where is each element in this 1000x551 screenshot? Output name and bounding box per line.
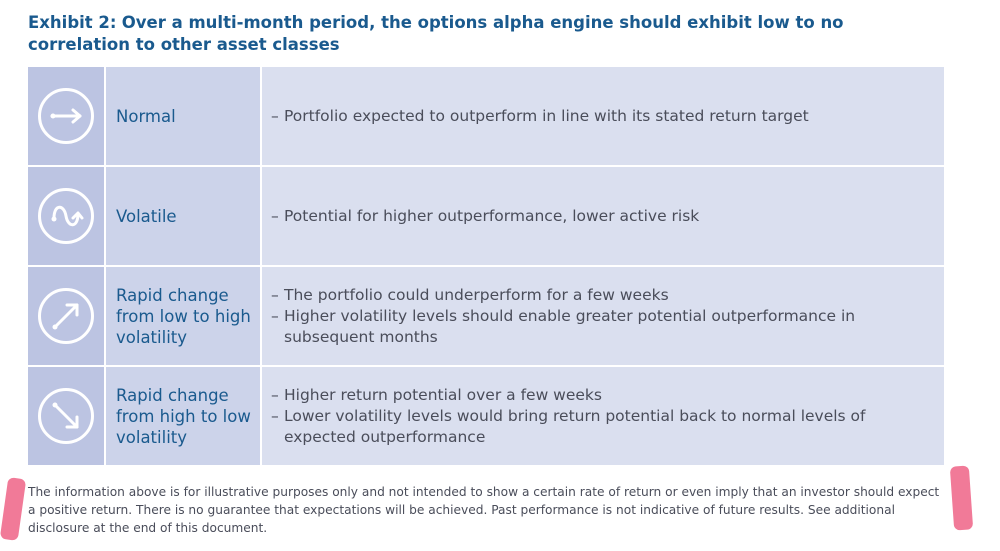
exhibit-title-prefix: Exhibit 2: <box>28 13 117 32</box>
wave-icon <box>38 188 94 244</box>
list-item: – The portfolio could underperform for a… <box>271 285 930 306</box>
arrow-right-icon <box>38 88 94 144</box>
bullet-text: Higher return potential over a few weeks <box>284 385 602 404</box>
bullet-dash: – <box>271 406 279 425</box>
scenario-table: Normal – Portfolio expected to outperfor… <box>28 67 944 467</box>
scenario-label: Normal <box>106 67 260 165</box>
bullet-dash: – <box>271 385 279 404</box>
list-item: – Lower volatility levels would bring re… <box>271 406 930 448</box>
table-row: Rapid change from low to high volatility… <box>28 267 944 365</box>
bullet-text: Higher volatility levels should enable g… <box>284 306 856 346</box>
scenario-label: Rapid change from high to low volatility <box>106 367 260 465</box>
bullet-text: The portfolio could underperform for a f… <box>284 285 669 304</box>
table-row: Volatile – Potential for higher outperfo… <box>28 167 944 265</box>
list-item: – Portfolio expected to outperform in li… <box>271 106 930 127</box>
arrow-down-right-icon <box>38 388 94 444</box>
highlight-mark-left <box>0 477 27 541</box>
icon-cell <box>28 267 104 365</box>
list-item: – Potential for higher outperformance, l… <box>271 206 930 227</box>
scenario-description: – Potential for higher outperformance, l… <box>262 167 944 265</box>
bullet-text: Potential for higher outperformance, low… <box>284 206 700 225</box>
bullet-dash: – <box>271 285 279 304</box>
list-item: – Higher return potential over a few wee… <box>271 385 930 406</box>
disclaimer-footnote: The information above is for illustrativ… <box>28 485 940 535</box>
icon-cell <box>28 67 104 165</box>
table-row: Rapid change from high to low volatility… <box>28 367 944 465</box>
icon-cell <box>28 167 104 265</box>
icon-cell <box>28 367 104 465</box>
scenario-description: – Higher return potential over a few wee… <box>262 367 944 465</box>
arrow-up-right-icon <box>38 288 94 344</box>
exhibit-title-text: Over a multi-month period, the options a… <box>28 13 844 54</box>
exhibit-title: Exhibit 2: Over a multi-month period, th… <box>28 12 928 56</box>
bullet-text: Portfolio expected to outperform in line… <box>284 106 809 125</box>
bullet-dash: – <box>271 206 279 225</box>
table-row: Normal – Portfolio expected to outperfor… <box>28 67 944 165</box>
list-item: – Higher volatility levels should enable… <box>271 306 930 348</box>
scenario-label: Volatile <box>106 167 260 265</box>
bullet-dash: – <box>271 306 279 325</box>
highlight-mark-right <box>949 465 974 531</box>
bullet-dash: – <box>271 106 279 125</box>
scenario-description: – Portfolio expected to outperform in li… <box>262 67 944 165</box>
scenario-label: Rapid change from low to high volatility <box>106 267 260 365</box>
bullet-text: Lower volatility levels would bring retu… <box>284 406 866 446</box>
scenario-description: – The portfolio could underperform for a… <box>262 267 944 365</box>
